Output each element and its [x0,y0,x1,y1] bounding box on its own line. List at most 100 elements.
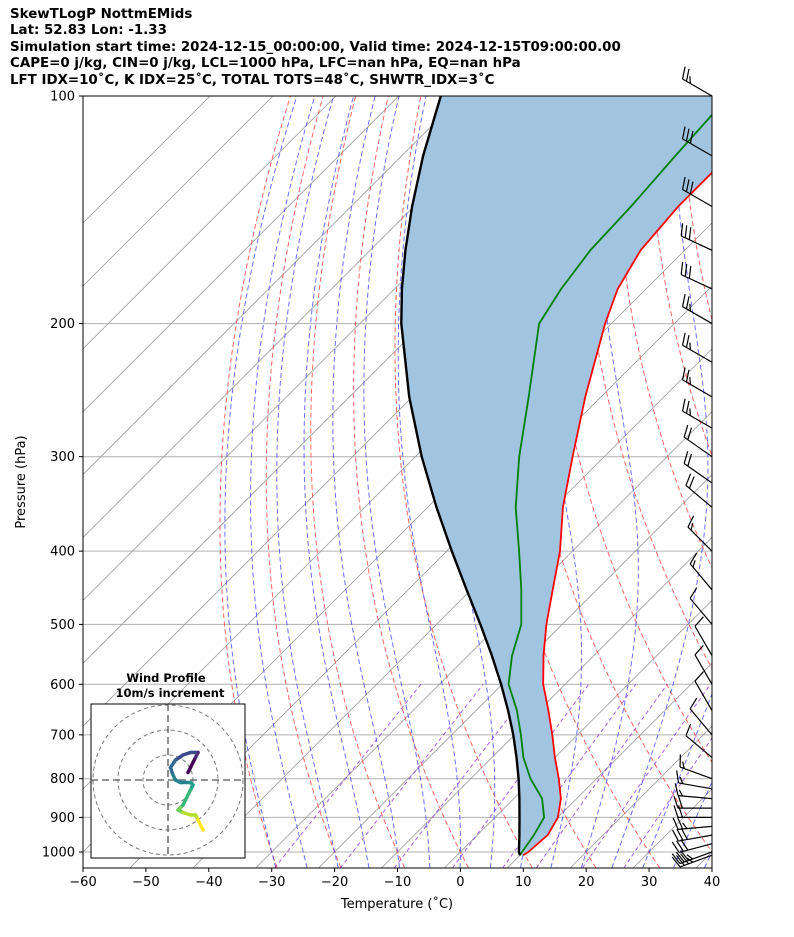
isotherm [381,536,712,868]
wind-barb-flag [673,805,679,818]
wind-barb-flag [681,761,685,769]
wind-barb [689,697,713,736]
moist-adiabat [672,780,712,868]
parcel-profile-line [400,96,522,856]
wind-barb-flag [687,453,693,467]
wind-barb-flag [688,476,695,489]
wind-barb-shaft [683,462,713,484]
wind-barb-shaft [679,854,713,868]
wind-barb-flag [675,851,685,863]
wind-barb-shaft [682,138,713,157]
y-tick-label: 1000 [42,845,75,860]
wind-barb-shaft [685,484,713,508]
wind-barb-shaft [680,235,713,251]
y-tick-label: 200 [50,317,75,332]
wind-barb [674,783,713,800]
isotherm [255,411,712,868]
wind-barb-shaft [682,306,713,325]
shaded-area [401,96,712,856]
wind-barb [672,817,713,830]
hodograph-subtitle: 10m/s increment [116,686,225,700]
wind-barb-shaft [685,735,713,758]
isotherm [83,96,274,287]
wind-barb [681,126,713,157]
wind-barb-flag [685,68,690,82]
wind-barb-shaft [679,843,713,854]
wind-barb-shaft [678,825,713,830]
wind-barb-flag [688,265,692,279]
wind-barb-shaft [694,654,713,685]
y-tick-label: 600 [50,678,75,693]
wind-barb-flag [689,181,694,195]
wind-barb-flag [689,587,698,599]
wind-barb [694,671,713,711]
chart-title: SkewTLogP NottmEMids Lat: 52.83 Lon: -1.… [10,7,621,89]
wind-barb-flag [680,853,689,865]
wind-barb [683,451,713,484]
wind-barb-shaft [678,834,713,842]
y-tick-label: 700 [50,728,75,743]
y-tick-label: 500 [50,618,75,633]
x-tick-label: 40 [704,875,721,890]
wind-barb [694,644,713,685]
wind-barb-shaft [679,851,713,865]
wind-barb-flag [689,552,698,565]
wind-barb-flag [689,697,698,710]
mixing-ratio-line [535,684,668,868]
x-tick-label: 0 [456,875,464,890]
wind-barb-shaft [682,379,713,398]
axes: −60 −50 −40 −30 −20 −10 0 10 20 30 40 100 200 300 400 5… [42,90,720,891]
wind-barb [683,424,713,458]
wind-barb [685,473,713,508]
wind-barb-shaft [687,526,713,552]
mixing-ratio-line [393,683,535,868]
dry-adiabat [219,96,291,868]
wind-barb [671,828,713,842]
wind-barb-flag [681,332,686,346]
moist-adiabat [703,850,712,868]
y-tick-label: 400 [50,545,75,560]
moist-adiabat [332,96,400,868]
wind-barb-shaft [689,708,713,736]
moist-adiabat [224,96,298,868]
wind-barb [671,850,713,865]
dewpoint-line [507,113,712,856]
isotherm [569,725,712,868]
y-tick-label: 800 [50,772,75,787]
wind-barb [671,839,713,854]
wind-barb-flag [690,523,694,531]
mixing-ratio-line [274,683,422,868]
x-tick-label: −30 [258,875,285,890]
wind-barb-flag [683,424,689,438]
wind-barb-shaft [678,795,713,800]
moist-adiabat [736,96,794,868]
wind-barb-shaft [683,436,713,458]
wind-barb-flag [685,128,690,142]
wind-barbs [671,66,713,868]
isotherm [83,96,462,476]
dry-adiabat [265,96,342,868]
wind-barb-flag [684,225,688,238]
moist-adiabat [397,96,461,868]
wind-barb-flag [681,176,686,190]
wind-barb-flag [671,841,680,853]
wind-barb-flag [675,855,685,866]
wind-barb-flag [688,227,692,240]
wind-barb [680,223,713,251]
wind-barb-flag [681,294,686,307]
wind-barb-flag [676,770,680,784]
x-tick-label: 30 [641,875,658,890]
isotherm [83,96,525,539]
moist-adiabat [303,96,370,868]
wind-barb-flag [676,840,685,852]
hodograph-segment [198,823,205,832]
wind-barb-shaft [682,188,713,207]
wind-barb [673,795,712,809]
wind-barb-flag [684,263,688,277]
wind-barb-flag [687,427,693,440]
y-tick-label: 100 [50,90,75,105]
y-axis-label: Pressure (hPa) [14,435,29,528]
wind-barb-flag [685,334,690,348]
wind-barb [681,332,713,363]
